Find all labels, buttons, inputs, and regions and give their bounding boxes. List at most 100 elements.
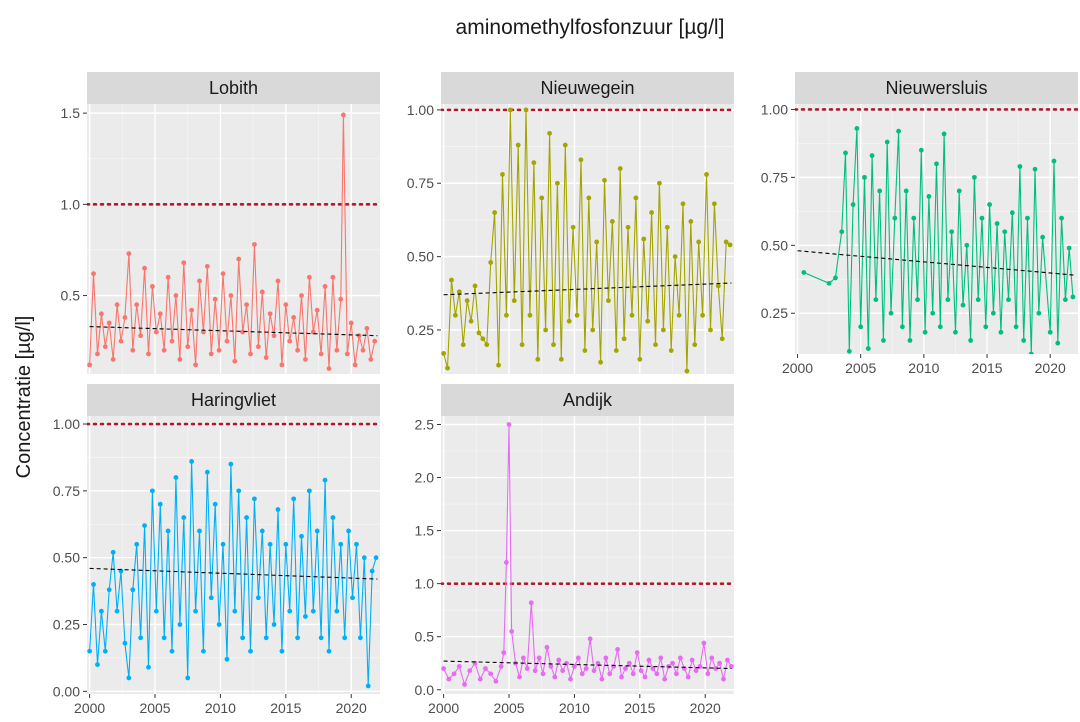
data-point — [507, 107, 513, 113]
data-point — [983, 324, 989, 330]
data-point — [303, 357, 308, 362]
data-point — [685, 674, 691, 680]
facet-strip — [87, 384, 380, 416]
data-point — [617, 166, 623, 171]
data-point — [326, 648, 332, 654]
x-tick-label: 2020 — [336, 700, 367, 716]
data-point — [348, 320, 354, 326]
data-point — [527, 312, 533, 318]
data-point — [169, 648, 175, 654]
data-point — [896, 128, 901, 134]
data-point — [911, 215, 917, 221]
data-point — [1036, 310, 1042, 316]
data-point — [208, 351, 214, 357]
data-point — [496, 362, 501, 368]
panel-background — [795, 104, 1078, 354]
data-point — [314, 528, 320, 534]
data-point — [701, 640, 707, 646]
data-point — [587, 636, 593, 642]
data-point — [248, 351, 253, 357]
data-point — [1066, 245, 1072, 251]
data-point — [960, 302, 966, 308]
data-point — [477, 676, 483, 682]
data-point — [287, 608, 293, 614]
y-tick-label: 0.5 — [61, 288, 81, 304]
panel-plot-area — [87, 112, 380, 371]
data-point — [850, 202, 856, 207]
data-point — [441, 351, 447, 356]
trend-line — [89, 567, 378, 580]
data-point — [801, 270, 807, 275]
data-point — [717, 660, 723, 666]
data-point — [356, 333, 362, 339]
data-point — [826, 280, 832, 286]
data-point — [869, 153, 875, 159]
data-point — [560, 668, 566, 674]
data-point — [535, 356, 541, 362]
data-point — [291, 315, 297, 320]
data-point — [586, 195, 592, 201]
data-point — [922, 329, 928, 335]
data-point — [240, 635, 246, 641]
y-tick-label: 0.00 — [53, 683, 80, 699]
data-point — [488, 260, 494, 265]
data-point — [594, 239, 600, 245]
y-tick-label: 1.00 — [761, 101, 788, 117]
data-point — [354, 541, 359, 547]
data-point — [287, 338, 293, 344]
trend-line — [89, 326, 378, 337]
x-tick-label: 2015 — [270, 700, 301, 716]
data-point — [979, 215, 985, 221]
data-point — [153, 329, 159, 335]
panel-nieuwersluis: Nieuwersluis 0.25 0.50 0.75 1.00 2000 2005 2010… — [761, 72, 1078, 376]
data-point — [500, 172, 505, 177]
data-point — [150, 284, 155, 289]
y-tick-label: 0.75 — [407, 175, 434, 191]
data-point — [930, 310, 936, 316]
x-tick-label: 2000 — [428, 700, 459, 716]
data-point — [283, 302, 289, 308]
data-point — [87, 648, 93, 654]
data-point — [598, 359, 603, 365]
data-point — [676, 312, 682, 318]
data-point — [662, 676, 668, 682]
data-point — [547, 130, 552, 136]
data-point — [1006, 297, 1011, 303]
data-point — [664, 224, 670, 230]
data-point — [232, 608, 238, 614]
data-point — [197, 528, 202, 534]
data-point — [330, 274, 336, 280]
data-point — [126, 251, 132, 256]
data-point — [615, 647, 620, 652]
data-point — [449, 277, 454, 283]
data-point — [91, 271, 96, 277]
y-tick-label: 1.00 — [407, 102, 434, 118]
data-point — [941, 131, 947, 137]
data-point — [1025, 215, 1030, 221]
data-point — [193, 608, 198, 614]
data-point — [468, 318, 474, 324]
data-point — [548, 664, 554, 669]
data-point — [110, 549, 116, 555]
data-point — [157, 501, 163, 507]
data-point — [623, 666, 628, 671]
data-point — [306, 488, 312, 494]
data-point — [713, 666, 719, 671]
data-point — [540, 671, 546, 677]
data-point — [146, 351, 151, 357]
data-point — [452, 312, 458, 318]
panel-nieuwegein: Nieuwegein 0.25 0.50 0.75 1.00 — [407, 72, 734, 374]
data-point — [668, 348, 674, 353]
data-point — [484, 342, 490, 348]
data-point — [994, 221, 1000, 226]
data-point — [645, 318, 651, 324]
data-point — [846, 348, 852, 354]
chart-title: aminomethylfosfonzuur [µg/l] — [456, 16, 725, 39]
data-point — [130, 587, 136, 593]
data-point — [373, 555, 379, 561]
data-point — [579, 671, 585, 677]
data-point — [892, 215, 898, 221]
data-point — [1047, 329, 1053, 335]
data-point — [1070, 294, 1076, 300]
data-point — [372, 338, 378, 344]
